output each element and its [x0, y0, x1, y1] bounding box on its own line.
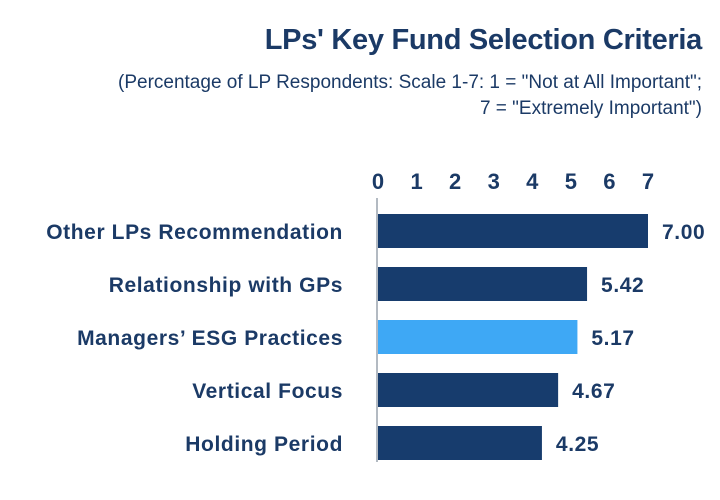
bar	[378, 426, 542, 460]
x-tick-label: 3	[488, 169, 500, 194]
x-tick-label: 7	[642, 169, 654, 194]
data-label: 5.42	[601, 274, 644, 297]
bar	[378, 373, 559, 407]
chart-subtitle: (Percentage of LP Respondents: Scale 1-7…	[22, 70, 702, 122]
bar	[378, 267, 588, 301]
x-tick-label: 5	[565, 169, 577, 194]
data-label: 4.25	[556, 433, 599, 456]
category-label: Vertical Focus	[192, 380, 343, 403]
data-label: 5.17	[591, 327, 634, 350]
category-label: Other LPs Recommendation	[46, 221, 343, 244]
category-label: Managers’ ESG Practices	[77, 327, 343, 350]
data-label: 7.00	[662, 221, 705, 244]
x-tick-label: 1	[410, 169, 422, 194]
x-tick-label: 2	[449, 169, 461, 194]
x-tick-label: 0	[372, 169, 384, 194]
data-label: 4.67	[572, 380, 615, 403]
bar	[378, 320, 578, 354]
subtitle-line-2: 7 = "Extremely Important")	[479, 98, 702, 119]
subtitle-line-1: (Percentage of LP Respondents: Scale 1-7…	[118, 72, 702, 93]
chart-title: LPs' Key Fund Selection Criteria	[264, 24, 703, 56]
category-label: Holding Period	[185, 433, 343, 456]
x-tick-label: 4	[526, 169, 539, 194]
category-label: Relationship with GPs	[109, 274, 343, 297]
bar	[378, 214, 648, 248]
x-tick-label: 6	[603, 169, 615, 194]
